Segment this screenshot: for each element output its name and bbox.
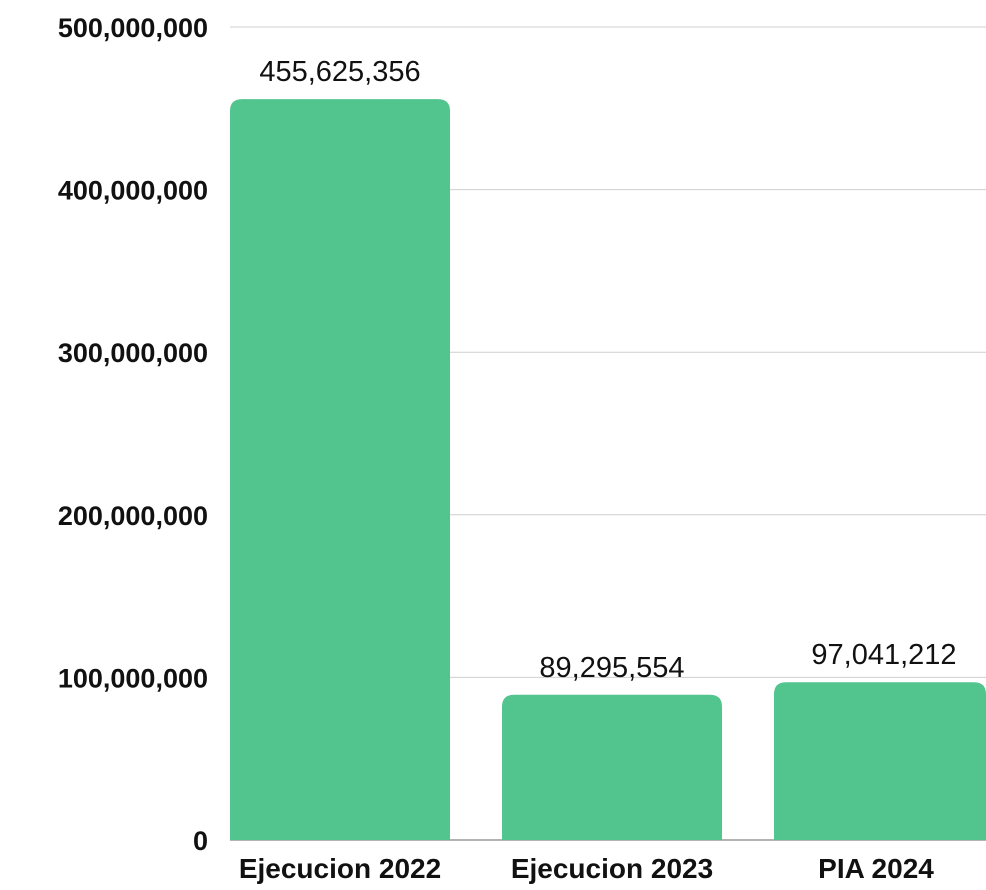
y-tick-label: 100,000,000 bbox=[58, 663, 208, 693]
bar bbox=[502, 694, 722, 840]
x-tick-label: PIA 2024 bbox=[818, 853, 934, 884]
data-label: 89,295,554 bbox=[539, 652, 684, 684]
y-tick-label: 400,000,000 bbox=[58, 176, 208, 206]
y-axis: 0 100,000,000 200,000,000 300,000,000 400,00… bbox=[58, 13, 208, 856]
bar bbox=[774, 682, 986, 840]
bar bbox=[230, 99, 450, 840]
y-tick-label: 200,000,000 bbox=[58, 501, 208, 531]
data-labels: 455,625,356 89,295,554 97,041,212 bbox=[259, 56, 956, 684]
data-label: 97,041,212 bbox=[811, 639, 956, 671]
y-tick-label: 300,000,000 bbox=[58, 338, 208, 368]
x-tick-label: Ejecucion 2022 bbox=[239, 853, 441, 884]
x-tick-label: Ejecucion 2023 bbox=[511, 853, 713, 884]
data-label: 455,625,356 bbox=[259, 56, 420, 88]
y-tick-label: 500,000,000 bbox=[58, 13, 208, 43]
bars bbox=[230, 99, 986, 840]
x-axis: Ejecucion 2022 Ejecucion 2023 PIA 2024 bbox=[239, 853, 934, 884]
y-tick-label: 0 bbox=[193, 826, 208, 856]
